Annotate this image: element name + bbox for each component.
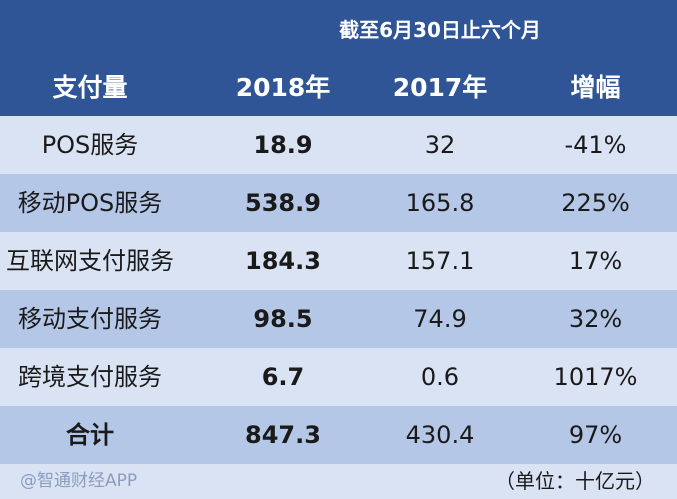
value-2018: 847.3 (245, 421, 321, 449)
value-2018: 98.5 (253, 305, 313, 333)
row-label: 跨境支付服务 (18, 363, 162, 391)
row-label: 合计 (66, 421, 114, 449)
row-label: POS服务 (41, 131, 139, 159)
value-2017: 430.4 (405, 421, 475, 449)
watermark: @智通财经APP (20, 471, 138, 491)
value-growth: -41% (564, 131, 627, 159)
value-2017: 0.6 (420, 363, 460, 391)
value-2018: 184.3 (245, 247, 321, 275)
value-growth: 97% (568, 421, 623, 449)
value-2017: 165.8 (405, 189, 475, 217)
value-2018: 538.9 (245, 189, 321, 217)
table-row: 跨境支付服务 6.7 0.6 1017% (0, 348, 677, 406)
value-2017: 74.9 (413, 305, 467, 333)
value-growth: 17% (568, 247, 623, 275)
col-header-2018: 2018年 (235, 73, 331, 102)
table-row: 移动支付服务 98.5 74.9 32% (0, 290, 677, 348)
col-header-2017: 2017年 (392, 73, 488, 102)
value-2017: 32 (424, 131, 456, 159)
value-growth: 32% (568, 305, 623, 333)
value-growth: 225% (561, 189, 630, 217)
row-label: 移动支付服务 (18, 305, 162, 333)
value-2017: 157.1 (405, 247, 475, 275)
row-label: 移动POS服务 (17, 189, 163, 217)
table-row: 互联网支付服务 184.3 157.1 17% (0, 232, 677, 290)
value-2018: 6.7 (261, 363, 305, 391)
col-header-growth: 增幅 (570, 73, 621, 102)
value-growth: 1017% (553, 363, 638, 391)
unit-note: （单位：十亿元） (495, 469, 655, 493)
row-label: 互联网支付服务 (6, 247, 174, 275)
col-header-metric: 支付量 (52, 73, 128, 102)
table-header: 截至6月30日止六个月 支付量 2018年 2017年 增幅 (0, 0, 677, 116)
column-headers: 支付量 2018年 2017年 增幅 (0, 70, 677, 106)
period-header: 截至6月30日止六个月 (339, 18, 541, 42)
table-row: POS服务 18.9 32 -41% (0, 116, 677, 174)
value-2018: 18.9 (253, 131, 313, 159)
total-row: 合计 847.3 430.4 97% (0, 406, 677, 464)
table-row: 移动POS服务 538.9 165.8 225% (0, 174, 677, 232)
